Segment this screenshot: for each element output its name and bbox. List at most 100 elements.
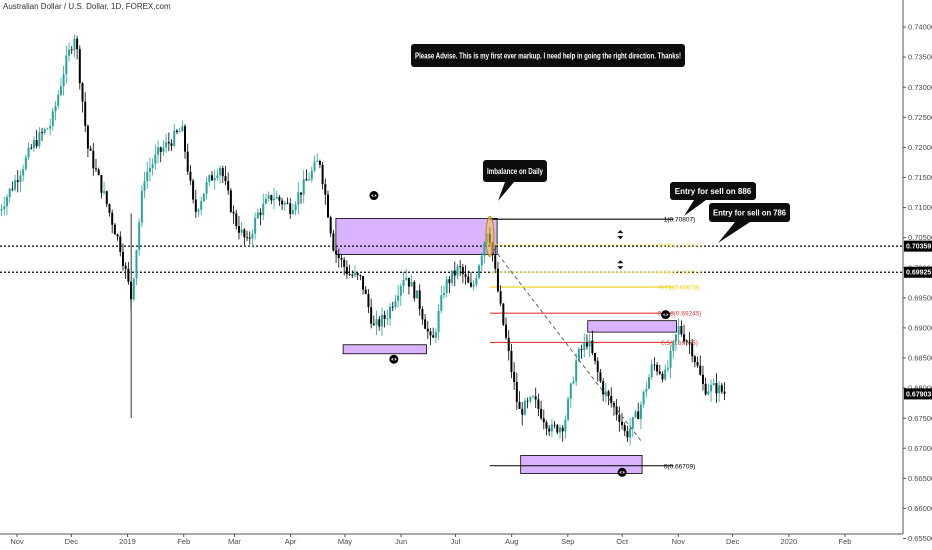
x-tick-label: Dec	[726, 537, 740, 546]
candle-body	[224, 176, 227, 182]
candle-body	[348, 274, 351, 275]
candle-body	[14, 180, 17, 190]
candle-body	[192, 180, 195, 200]
candle-body	[178, 131, 181, 133]
candle-body	[313, 161, 316, 171]
candle-body	[715, 383, 718, 394]
candle-body	[434, 331, 437, 338]
candle-body	[76, 38, 79, 50]
candle-body	[89, 148, 92, 151]
candle-body	[41, 132, 44, 134]
candle-body	[254, 218, 257, 234]
candle-body	[507, 337, 510, 352]
candle-body	[585, 342, 588, 347]
fib-level-label: 1(0.70807)	[664, 217, 695, 224]
candle-body	[720, 385, 723, 392]
candle-body	[84, 101, 87, 126]
candle-body	[267, 195, 270, 199]
candle-body	[448, 279, 451, 284]
candle-body	[677, 326, 680, 335]
candle-body	[135, 249, 138, 279]
callout: Entry for sell on 886	[670, 182, 756, 216]
candle-body	[386, 318, 389, 320]
candle-body	[634, 411, 637, 418]
candle-body	[337, 254, 340, 259]
candle-body	[699, 365, 702, 375]
candle-body	[154, 154, 157, 164]
candle-body	[111, 212, 114, 225]
imbalance-highlight-ellipse	[485, 215, 495, 257]
candle-body	[607, 391, 610, 397]
candle-body	[567, 398, 570, 420]
candle-body	[251, 233, 254, 239]
candle-body	[669, 350, 672, 368]
candle-body	[186, 151, 189, 172]
callout: Entry for sell on 786	[709, 203, 790, 243]
candle-body	[11, 188, 14, 190]
candle-body	[194, 199, 197, 212]
candle-body	[583, 342, 586, 351]
candle-body	[648, 377, 651, 389]
candle-body	[383, 314, 386, 319]
eye-icon	[372, 194, 376, 197]
candle-body	[100, 175, 103, 193]
candle-body	[259, 212, 262, 216]
candle-body	[672, 341, 675, 351]
candle-body	[467, 276, 470, 283]
candle-body	[243, 229, 246, 238]
zone-aug-low-zone	[520, 455, 643, 474]
candle-body	[478, 265, 481, 278]
candle-body	[221, 168, 224, 177]
price-tag-label: 0.69925	[906, 270, 931, 277]
candle-body	[51, 111, 54, 126]
trend-line	[493, 248, 643, 443]
candle-body	[318, 160, 321, 165]
candle-body	[499, 291, 502, 304]
candle-body	[688, 341, 691, 344]
candle-body	[718, 385, 721, 394]
candle-body	[343, 259, 346, 267]
candle-body	[526, 400, 529, 402]
zone-sep-zone	[587, 320, 677, 333]
candle-body	[397, 295, 400, 301]
candle-body	[572, 381, 575, 384]
candle-body	[505, 324, 508, 338]
candle-body	[561, 427, 564, 432]
callout-text: Entry for sell on 886	[675, 187, 752, 196]
x-tick-label: May	[338, 537, 352, 546]
eye-icon	[664, 313, 667, 316]
callout-text: Imbalance on Daily	[487, 167, 543, 176]
candle-body	[540, 408, 543, 419]
candle-body	[32, 140, 35, 148]
candle-body	[57, 94, 60, 106]
candle-body	[108, 204, 111, 213]
candle-body	[235, 213, 238, 227]
candle-body	[580, 349, 583, 351]
candle-body	[143, 181, 146, 191]
candle-body	[213, 177, 216, 181]
candle-body	[472, 284, 475, 287]
candle-body	[86, 125, 89, 149]
candle-body	[181, 126, 184, 132]
fib-level-label: 0.786(0.70379)	[657, 242, 701, 249]
candle-body	[326, 194, 329, 218]
candle-body	[426, 328, 429, 332]
candle-body	[639, 404, 642, 420]
candle-body	[46, 128, 49, 130]
candle-body	[124, 265, 127, 269]
candle-body	[521, 408, 524, 415]
eye-icon	[621, 471, 624, 474]
x-tick-label: Jun	[395, 537, 407, 546]
candle-body	[205, 181, 208, 194]
candle-body	[394, 300, 397, 308]
candle-body	[510, 351, 513, 373]
candle-body	[216, 175, 219, 178]
candle-body	[680, 326, 683, 335]
candle-body	[407, 277, 410, 287]
candle-body	[712, 383, 715, 385]
candle-body	[321, 164, 324, 185]
candle-body	[68, 49, 71, 56]
candle-body	[294, 204, 297, 211]
